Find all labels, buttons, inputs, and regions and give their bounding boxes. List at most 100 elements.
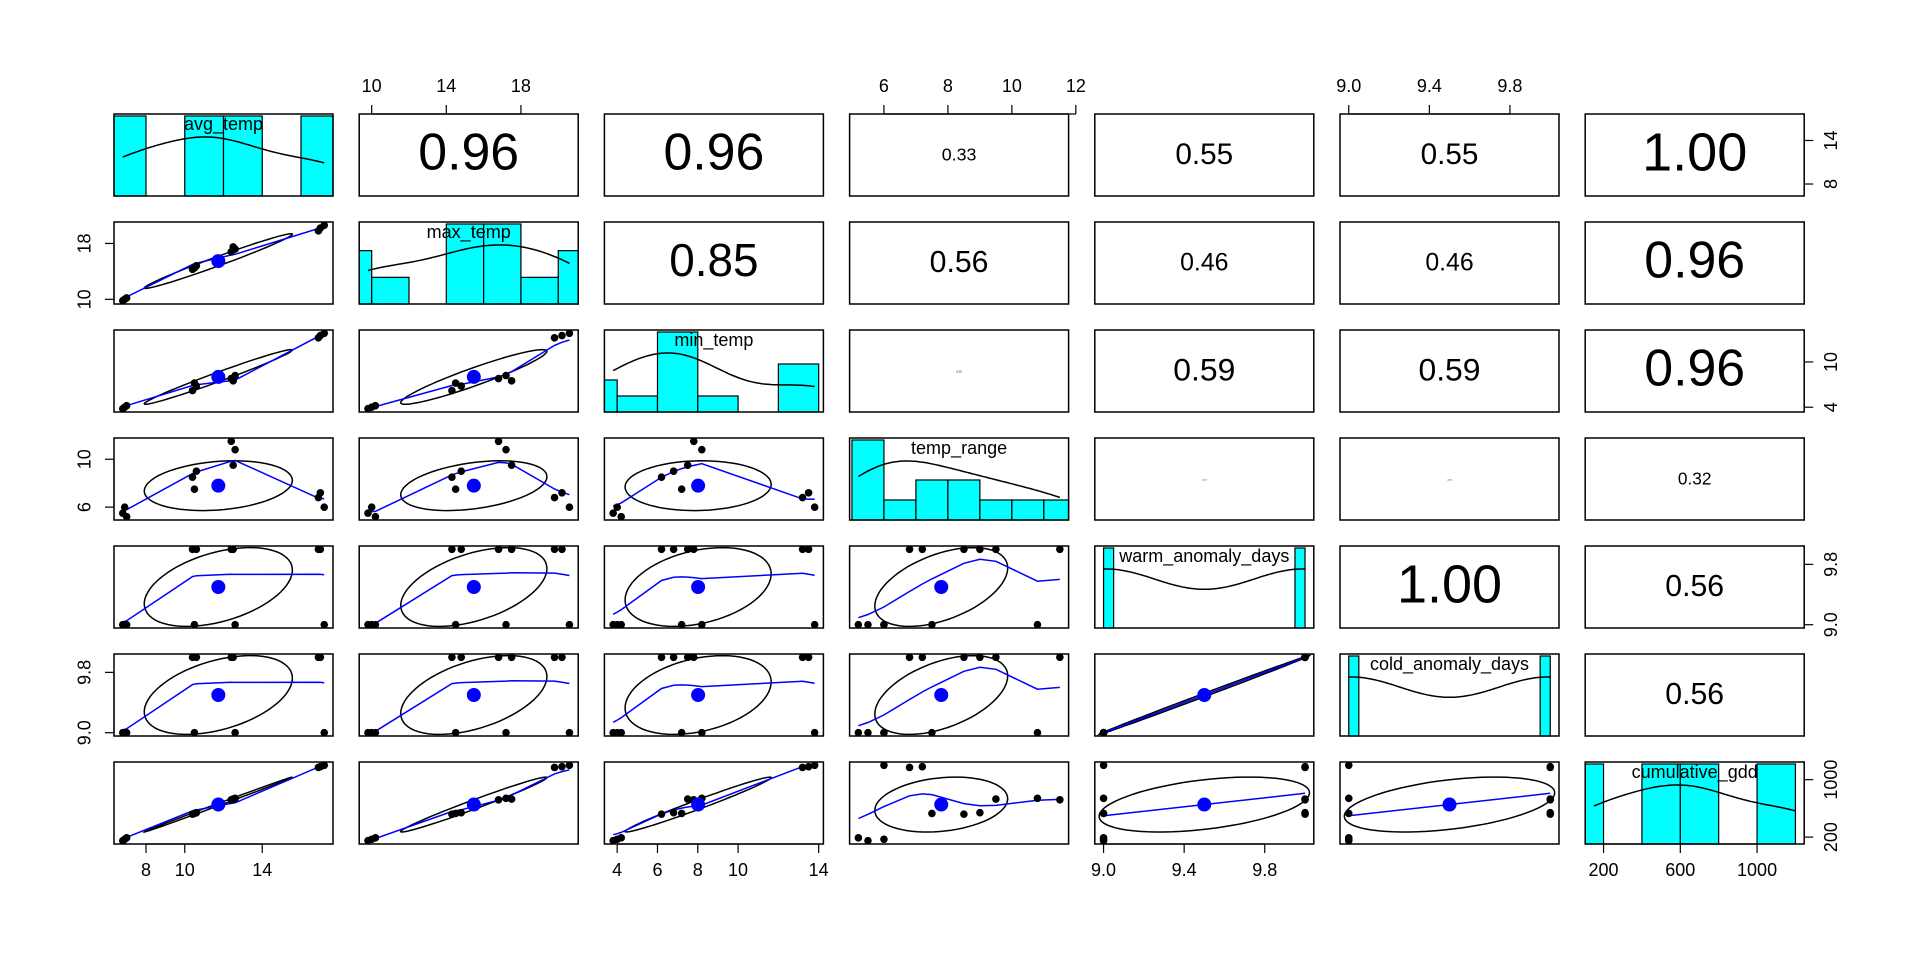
smooth-line	[858, 793, 1060, 820]
panel: 0.56	[1584, 545, 1805, 629]
x-tick-label: 8	[693, 860, 703, 880]
scatter-point	[231, 620, 239, 629]
correlation-label: 0.46	[1425, 250, 1473, 277]
scatter-point	[371, 620, 380, 629]
y-tick-label: 14	[1821, 130, 1841, 150]
scatter-point	[1344, 794, 1353, 803]
panel-frame	[848, 329, 1070, 413]
histogram-bar	[445, 223, 485, 305]
scatter-point	[905, 653, 914, 662]
panel-frame	[848, 221, 1070, 305]
scatter-point	[810, 620, 819, 629]
scatter-point	[657, 810, 666, 818]
panel	[848, 545, 1070, 629]
density-curve	[367, 244, 570, 272]
correlation-label: 0.85	[669, 234, 758, 286]
scatter-point	[314, 227, 323, 235]
correlation-label: 0.96	[663, 123, 764, 181]
mean-point	[466, 797, 481, 812]
scatter-point	[457, 382, 466, 390]
panel: warm_anomaly_days	[1094, 545, 1315, 629]
density-curve	[1103, 568, 1305, 591]
scatter-point	[689, 545, 698, 554]
panel-frame	[1094, 653, 1315, 737]
panel-frame	[603, 653, 825, 737]
scatter-point	[992, 653, 1000, 662]
scatter-point	[314, 653, 323, 662]
correlation-label: 0.33	[942, 145, 977, 165]
scatter-point	[1056, 795, 1064, 804]
scatter-point	[190, 809, 199, 818]
variable-name: warm_anomaly_days	[1118, 546, 1289, 567]
x-tick-label: 14	[436, 76, 456, 96]
smooth-line	[858, 666, 1060, 727]
correlation-label: 0.55	[1175, 138, 1233, 171]
panel: 1.00	[1584, 113, 1805, 197]
scatter-point	[1099, 834, 1108, 842]
scatter-point	[677, 728, 686, 737]
panel: avg_temp	[113, 113, 334, 197]
panel: 0.56	[848, 221, 1070, 305]
scatter-point	[558, 331, 566, 340]
scatter-point	[669, 467, 678, 476]
scatter-point	[565, 503, 574, 511]
panel: 0.46	[1339, 221, 1560, 305]
histogram-bar	[1584, 763, 1605, 845]
scatter-point	[677, 809, 686, 818]
y-tick-label: 9.0	[75, 720, 95, 745]
x-tick-label: 6	[652, 860, 662, 880]
correlation-label: 0.56	[1665, 678, 1724, 711]
histogram-bar	[1011, 499, 1045, 521]
panel	[603, 545, 825, 629]
scatter-point	[190, 728, 199, 737]
panel-frame	[848, 653, 1070, 737]
x-tick-label: 9.8	[1252, 860, 1277, 880]
scatter-point	[960, 653, 968, 662]
scatter-point	[565, 620, 574, 629]
scatter-point	[448, 545, 456, 554]
panel-frame	[358, 761, 579, 845]
panel	[603, 437, 825, 521]
scatter-point	[314, 763, 323, 772]
scatter-point	[960, 810, 968, 818]
scatter-point	[905, 763, 914, 772]
scatter-point	[565, 329, 574, 338]
scatter-point	[451, 485, 460, 493]
panel: 0.33	[848, 113, 1070, 197]
scatter-point	[122, 512, 131, 521]
panel-frame	[113, 437, 334, 521]
panel	[358, 653, 579, 737]
scatter-point	[457, 467, 466, 476]
scatter-point	[122, 620, 131, 629]
scatter-point	[371, 728, 380, 737]
x-tick-label: 10	[362, 76, 382, 96]
histogram-bar	[358, 250, 373, 305]
y-tick-label: 200	[1821, 822, 1841, 852]
scatter-point	[992, 545, 1000, 554]
mean-point	[466, 580, 481, 594]
panel	[358, 437, 579, 521]
panel: min_temp	[603, 329, 825, 413]
panel	[113, 437, 334, 521]
scatter-point	[314, 334, 323, 342]
scatter-point	[190, 485, 199, 493]
y-tick-label: 10	[75, 289, 95, 309]
panel	[113, 329, 334, 413]
scatter-point	[683, 545, 692, 554]
scatter-point	[192, 545, 201, 554]
scatter-point	[864, 728, 872, 737]
scatter-point	[229, 243, 237, 251]
panel-frame	[603, 221, 825, 305]
x-tick-label: 14	[252, 860, 272, 880]
panel	[358, 329, 579, 413]
x-tick-label: 4	[612, 860, 622, 880]
histogram-bar	[1294, 547, 1306, 629]
scatter-point	[1301, 763, 1309, 772]
mean-point	[934, 688, 949, 702]
correlation-label: 1.00	[1642, 122, 1747, 182]
scatter-point	[1099, 761, 1108, 770]
mean-point	[466, 478, 481, 493]
panel-frame	[603, 545, 825, 629]
scatter-point	[804, 653, 813, 662]
